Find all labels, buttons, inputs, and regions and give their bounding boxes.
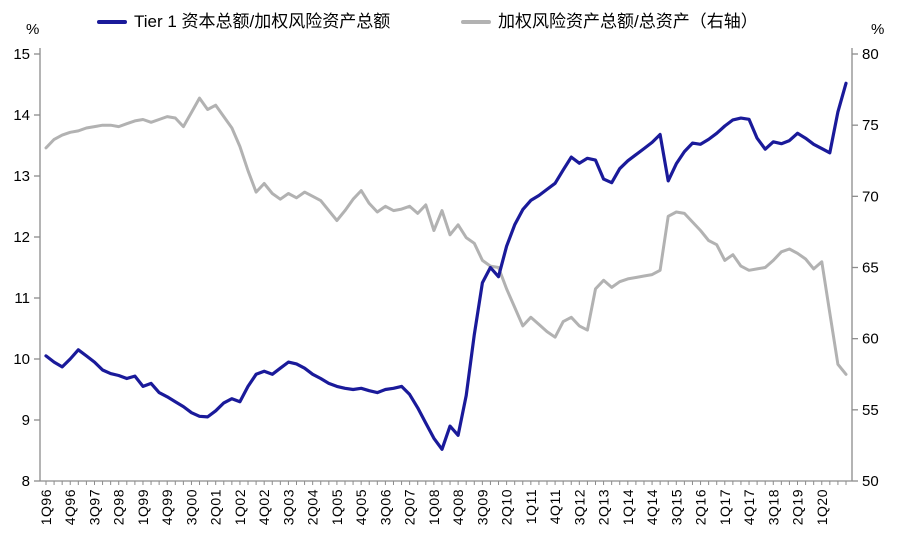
x-axis-tick-label: 4Q17 [741, 489, 757, 525]
x-axis-tick-label: 4Q96 [62, 489, 78, 525]
x-axis-labels: 1Q96 4Q96 3Q97 2Q98 1Q99 4Q99 3Q00 2Q01 1Q02 4Q02… [38, 489, 830, 525]
x-axis-tick-label: 1Q02 [232, 489, 248, 525]
x-axis-minor-ticks [45, 481, 847, 485]
x-axis-tick-label: 1Q14 [620, 489, 636, 525]
x-axis-tick-label: 4Q11 [547, 489, 563, 524]
x-axis-tick-label: 2Q01 [208, 489, 224, 525]
x-axis-tick-label: 2Q07 [402, 489, 418, 525]
x-axis-tick-label: 2Q98 [111, 489, 127, 525]
x-axis-tick-label: 3Q15 [668, 489, 684, 525]
left-axis-tick-label: 15 [13, 46, 30, 63]
x-axis-tick-label: 1Q99 [135, 489, 151, 525]
x-axis-tick-label: 3Q03 [280, 489, 296, 525]
x-axis-tick-label: 3Q06 [377, 489, 393, 525]
x-axis-tick-label: 2Q10 [499, 489, 515, 525]
x-axis-tick-label: 2Q04 [305, 489, 321, 525]
right-axis-unit-label: % [871, 21, 885, 38]
x-axis-tick-label: 4Q08 [450, 489, 466, 525]
left-axis-ticks: 8 9 10 11 12 13 14 15 [13, 46, 40, 490]
x-axis-tick-label: 4Q02 [256, 489, 272, 525]
left-axis-tick-label: 12 [13, 229, 30, 246]
series-line-rwa [44, 96, 848, 376]
x-axis-tick-label: 2Q19 [790, 489, 806, 525]
legend-label-rwa: 加权风险资产总额/总资产（右轴） [498, 12, 758, 31]
x-axis-tick-label: 3Q97 [86, 489, 102, 525]
axes [39, 48, 853, 482]
x-axis-tick-label: 3Q18 [765, 489, 781, 525]
x-axis-tick-label: 2Q13 [596, 489, 612, 525]
left-axis-tick-label: 11 [14, 290, 30, 307]
x-axis-tick-label: 3Q12 [571, 489, 587, 525]
right-axis-tick-label: 60 [862, 331, 879, 348]
series-line-tier1 [44, 81, 848, 451]
right-axis-tick-label: 50 [862, 473, 879, 490]
left-axis-tick-label: 10 [13, 351, 30, 368]
right-axis-tick-label: 75 [862, 117, 879, 134]
rwa-line-swatch [461, 20, 491, 24]
tier1-line-swatch [97, 20, 127, 24]
x-axis-tick-label: 3Q09 [474, 489, 490, 525]
left-axis-tick-label: 14 [13, 107, 30, 124]
x-axis-tick-label: 1Q11 [523, 489, 539, 524]
x-axis-tick-label: 1Q96 [38, 489, 54, 525]
x-axis-tick-label: 1Q20 [814, 489, 830, 525]
left-axis-unit-label: % [26, 21, 40, 38]
legend-label-tier1: Tier 1 资本总额/加权风险资产总额 [134, 12, 391, 31]
right-axis-ticks: 50 55 60 65 70 75 80 [852, 46, 879, 490]
left-axis-tick-label: 13 [13, 168, 30, 185]
x-axis-tick-label: 1Q08 [426, 489, 442, 525]
x-axis-tick-label: 1Q05 [329, 489, 345, 525]
x-axis-tick-label: 4Q14 [644, 489, 660, 525]
x-axis-tick-label: 1Q17 [717, 489, 733, 525]
right-axis-tick-label: 65 [862, 260, 879, 277]
x-axis-tick-label: 3Q00 [183, 489, 199, 525]
left-axis-tick-label: 9 [22, 412, 30, 429]
right-axis-tick-label: 80 [862, 46, 879, 63]
x-axis-tick-label: 4Q05 [353, 489, 369, 525]
right-axis-tick-label: 70 [862, 188, 879, 205]
x-axis-tick-label: 2Q16 [693, 489, 709, 525]
left-axis-tick-label: 8 [22, 473, 30, 490]
x-axis-tick-label: 4Q99 [159, 489, 175, 525]
right-axis-tick-label: 55 [862, 402, 879, 419]
legend-item-tier1: Tier 1 资本总额/加权风险资产总额 [97, 11, 390, 33]
legend-item-rwa: 加权风险资产总额/总资产（右轴） [461, 11, 758, 33]
